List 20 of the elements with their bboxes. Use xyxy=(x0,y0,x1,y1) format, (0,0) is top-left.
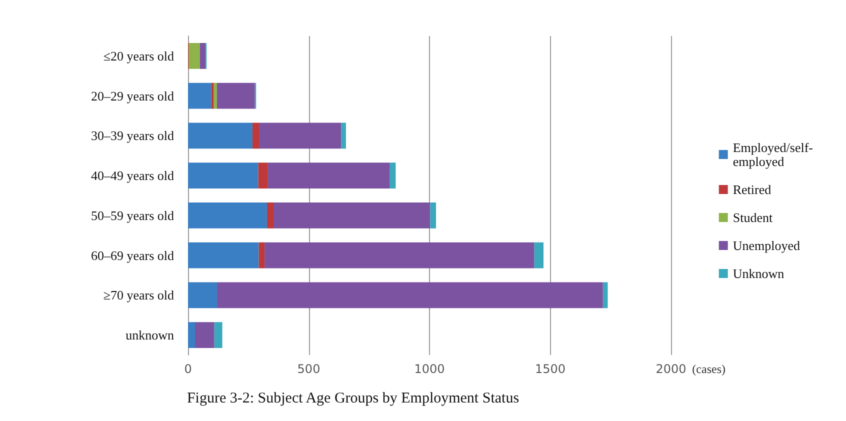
legend-label: Unemployed xyxy=(732,238,801,253)
x-tick-label: 1000 xyxy=(414,362,445,376)
y-tick-label: ≤20 years old xyxy=(103,48,174,64)
x-axis-title: (cases) xyxy=(692,362,726,376)
x-tick-label: 1500 xyxy=(534,362,566,376)
legend-label: Employed/self-employed xyxy=(732,140,814,169)
legend-label: Unknown xyxy=(732,266,785,281)
y-tick-label: 20–29 years old xyxy=(90,88,174,104)
x-tick-label: 0 xyxy=(184,362,192,376)
y-tick-label: 60–69 years old xyxy=(90,248,174,263)
x-tick-label: 2000 xyxy=(656,362,686,376)
y-tick-label: 30–39 years old xyxy=(90,128,174,144)
x-tick-label: 500 xyxy=(297,362,320,376)
legend-label: Retired xyxy=(732,182,772,197)
y-tick-label: ≥70 years old xyxy=(103,288,174,303)
y-tick-label: 50–59 years old xyxy=(90,208,174,223)
text: Figure 3-2: Subject Age Groups by Employment Status xyxy=(186,390,520,406)
y-tick-label: 40–49 years old xyxy=(90,168,174,184)
legend-label: Student xyxy=(732,210,773,225)
y-tick-label: unknown xyxy=(126,328,174,343)
